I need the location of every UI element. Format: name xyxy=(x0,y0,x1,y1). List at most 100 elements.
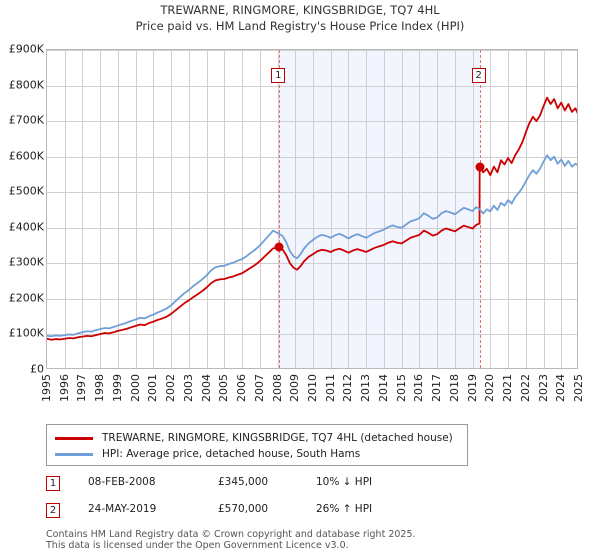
x-axis-tick-label: 2015 xyxy=(394,374,408,402)
x-axis-tick-label: 1996 xyxy=(57,374,71,402)
gridline-vertical xyxy=(295,50,297,368)
gridline-vertical xyxy=(277,50,279,368)
y-axis-tick-label: £900K xyxy=(8,42,44,56)
y-axis-tick-label: £600K xyxy=(8,149,44,163)
x-axis-tick-label: 2017 xyxy=(430,374,444,402)
chart-title-block: TREWARNE, RINGMORE, KINGSBRIDGE, TQ7 4HL… xyxy=(0,2,600,34)
series-line-hpi xyxy=(47,154,577,338)
transaction-hpi-delta-2: 26% ↑ HPI xyxy=(316,503,373,515)
gridline-vertical xyxy=(313,50,314,368)
y-axis-tick-label: £300K xyxy=(8,255,44,269)
x-axis-tick-label: 2019 xyxy=(465,374,479,402)
gridline-horizontal xyxy=(47,192,577,194)
x-axis-tick-label: 2000 xyxy=(128,374,142,402)
x-axis-tick-label: 1997 xyxy=(75,374,89,402)
gridline-vertical xyxy=(437,50,439,368)
chart-plot-area xyxy=(46,49,578,369)
gridline-vertical xyxy=(206,50,208,368)
x-axis-tick-label: 2011 xyxy=(323,374,337,402)
x-axis-tick-label: 2007 xyxy=(252,374,266,402)
transaction-price-1: £345,000 xyxy=(218,476,269,488)
x-axis-tick-label: 2012 xyxy=(341,374,355,402)
gridline-vertical xyxy=(171,50,173,368)
legend-item-hpi: HPI: Average price, detached house, Sout… xyxy=(55,446,459,462)
gridline-horizontal xyxy=(47,334,577,336)
chart-legend: TREWARNE, RINGMORE, KINGSBRIDGE, TQ7 4HL… xyxy=(46,424,468,466)
transaction-row-1[interactable]: 1 08-FEB-2008 £345,000 10% ↓ HPI xyxy=(46,476,466,496)
gridline-vertical xyxy=(100,50,102,368)
x-axis-tick-label: 1998 xyxy=(93,374,107,402)
gridline-vertical xyxy=(188,50,190,368)
footer-line-2: This data is licensed under the Open Gov… xyxy=(46,540,349,551)
marker-dot-1[interactable] xyxy=(274,242,284,252)
gridline-vertical xyxy=(454,50,456,368)
transaction-row-2[interactable]: 2 24-MAY-2019 £570,000 26% ↑ HPI xyxy=(46,503,466,523)
x-axis-tick-label: 1999 xyxy=(110,374,124,402)
x-axis-tick-label: 2021 xyxy=(501,374,515,402)
y-axis-tick-label: £800K xyxy=(8,78,44,92)
x-axis-tick-label: 2009 xyxy=(288,374,302,402)
transaction-index-2: 2 xyxy=(46,503,60,518)
gridline-horizontal xyxy=(47,227,577,229)
gridline-vertical xyxy=(348,50,350,368)
transaction-hpi-delta-1: 10% ↓ HPI xyxy=(316,476,373,488)
y-axis-tick-label: £200K xyxy=(8,291,44,305)
marker-badge-2[interactable]: 2 xyxy=(471,68,486,83)
legend-label-price-paid: TREWARNE, RINGMORE, KINGSBRIDGE, TQ7 4HL… xyxy=(102,432,453,444)
gridline-vertical xyxy=(64,50,66,368)
page-subtitle: Price paid vs. HM Land Registry's House … xyxy=(135,19,465,33)
gridline-vertical xyxy=(242,50,244,368)
x-axis-tick-label: 2004 xyxy=(199,374,213,402)
footer-line-1: Contains HM Land Registry data © Crown c… xyxy=(46,529,416,540)
gridline-horizontal xyxy=(47,156,577,158)
x-axis-tick-label: 2024 xyxy=(554,374,568,402)
marker-badge-1[interactable]: 1 xyxy=(271,68,286,83)
transaction-index-1: 1 xyxy=(46,476,60,491)
x-axis-tick-label: 2016 xyxy=(412,374,426,402)
gridline-horizontal xyxy=(47,121,577,123)
gridline-vertical xyxy=(401,50,403,368)
highlight-band xyxy=(279,50,480,368)
x-axis-tick-label: 2023 xyxy=(536,374,550,402)
gridline-vertical xyxy=(419,50,421,368)
transaction-date-2: 24-MAY-2019 xyxy=(88,503,157,515)
gridline-vertical xyxy=(472,50,474,368)
transaction-price-2: £570,000 xyxy=(218,503,269,515)
y-axis-tick-label: £700K xyxy=(8,113,44,127)
gridline-vertical xyxy=(525,50,527,368)
gridline-vertical xyxy=(543,50,545,368)
x-axis-tick-label: 1995 xyxy=(40,374,53,402)
x-axis-tick-label: 2010 xyxy=(306,374,319,402)
gridline-vertical xyxy=(117,50,119,368)
x-axis-tick-label: 2002 xyxy=(164,374,178,402)
gridline-vertical xyxy=(383,50,385,368)
y-axis-tick-label: £500K xyxy=(8,184,44,198)
x-axis-tick-label: 2001 xyxy=(146,374,160,402)
series-line-price-paid xyxy=(47,96,577,341)
x-axis-tick-label: 2006 xyxy=(235,374,249,402)
marker-line-1 xyxy=(279,50,281,368)
x-axis-tick-label: 2013 xyxy=(359,374,373,402)
legend-swatch-blue xyxy=(55,452,93,456)
x-axis-tick-label: 2025 xyxy=(572,374,585,402)
gridline-vertical xyxy=(82,50,84,368)
series-layer xyxy=(47,96,577,341)
marker-dot-2[interactable] xyxy=(475,162,485,172)
x-axis-tick-label: 2022 xyxy=(518,374,532,402)
gridline-vertical xyxy=(224,50,226,368)
legend-item-price-paid: TREWARNE, RINGMORE, KINGSBRIDGE, TQ7 4HL… xyxy=(55,430,459,446)
gridline-horizontal xyxy=(47,263,577,265)
y-axis-tick-label: £0 xyxy=(30,362,44,376)
gridline-vertical xyxy=(508,50,510,368)
gridline-vertical xyxy=(366,50,368,368)
x-axis-tick-label: 2014 xyxy=(376,374,390,402)
gridline-vertical xyxy=(259,50,261,368)
x-axis-tick-label: 2008 xyxy=(270,374,284,402)
x-axis-tick-label: 2005 xyxy=(217,374,231,402)
gridline-vertical xyxy=(330,50,332,368)
y-axis-tick-label: £100K xyxy=(8,326,44,340)
x-axis-tick-label: 2020 xyxy=(483,374,497,402)
legend-label-hpi: HPI: Average price, detached house, Sout… xyxy=(102,448,361,460)
gridline-horizontal xyxy=(47,298,577,300)
x-axis-tick-label: 2018 xyxy=(447,374,461,402)
